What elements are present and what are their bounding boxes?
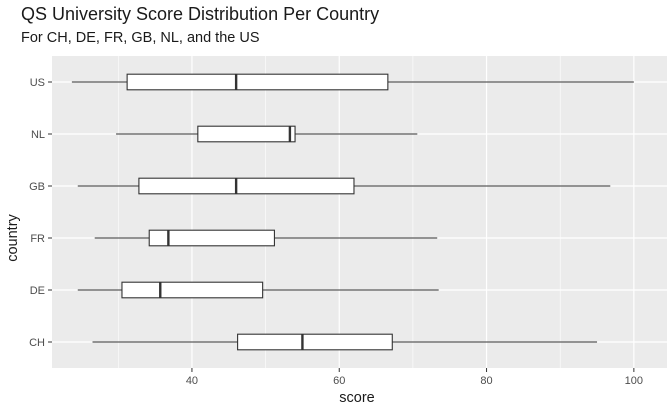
x-tick-label: 100: [625, 375, 643, 387]
x-axis-ticks: 40 60 80 100: [186, 368, 643, 387]
box-iqr: [121, 281, 264, 299]
y-tick-label-fr: FR: [30, 233, 45, 245]
x-tick-label: 60: [333, 375, 345, 387]
box-iqr: [138, 177, 355, 195]
box-iqr: [126, 73, 389, 91]
chart-subtitle: For CH, DE, FR, GB, NL, and the US: [21, 30, 260, 46]
box-fr: [94, 229, 438, 247]
box-iqr: [237, 333, 393, 351]
box-series: [71, 73, 634, 351]
box-nl: [116, 125, 418, 143]
chart-title: QS University Score Distribution Per Cou…: [21, 4, 380, 24]
x-axis-label: score: [339, 390, 375, 406]
y-tick-label-us: US: [30, 77, 45, 89]
x-tick-label: 80: [480, 375, 492, 387]
y-axis-ticks: CH DE FR GB NL US: [29, 77, 52, 349]
y-tick-label-gb: GB: [29, 181, 45, 193]
minor-gridlines: [117, 56, 561, 368]
y-tick-label-de: DE: [30, 285, 45, 297]
box-us: [71, 73, 634, 91]
box-ch: [92, 333, 598, 351]
box-iqr: [197, 125, 296, 143]
y-tick-label-nl: NL: [31, 129, 45, 141]
box-iqr: [148, 229, 275, 247]
plot-panel: [52, 56, 667, 368]
x-tick-label: 40: [186, 375, 198, 387]
y-tick-label-ch: CH: [29, 337, 45, 349]
box-de: [77, 281, 439, 299]
box-gb: [77, 177, 611, 195]
